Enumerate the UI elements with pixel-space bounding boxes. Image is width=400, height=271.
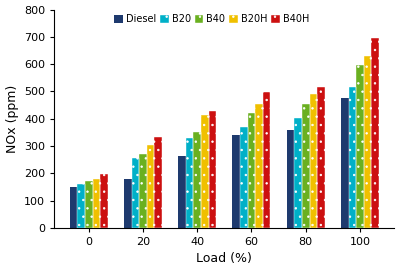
Bar bbox=[201, 115, 209, 228]
Bar bbox=[154, 137, 162, 228]
Bar bbox=[209, 111, 216, 228]
Bar bbox=[92, 179, 100, 228]
Bar bbox=[139, 154, 147, 228]
Bar bbox=[248, 113, 255, 228]
Bar bbox=[302, 104, 310, 228]
Bar bbox=[310, 94, 317, 228]
Bar bbox=[263, 92, 270, 228]
Bar bbox=[240, 127, 248, 228]
Bar bbox=[139, 154, 147, 228]
Bar bbox=[147, 145, 154, 228]
Bar bbox=[302, 104, 310, 228]
Bar bbox=[240, 127, 248, 228]
Bar bbox=[348, 87, 356, 228]
Bar bbox=[310, 94, 317, 228]
Bar bbox=[132, 158, 139, 228]
Bar bbox=[341, 98, 348, 228]
Bar bbox=[232, 135, 240, 228]
X-axis label: Load (%): Load (%) bbox=[196, 253, 252, 265]
Bar bbox=[132, 158, 139, 228]
Bar bbox=[85, 182, 92, 228]
Bar bbox=[124, 179, 132, 228]
Bar bbox=[356, 66, 364, 228]
Bar bbox=[147, 145, 154, 228]
Bar bbox=[100, 174, 108, 228]
Bar bbox=[255, 104, 263, 228]
Bar bbox=[294, 118, 302, 228]
Bar bbox=[186, 138, 194, 228]
Bar bbox=[317, 86, 325, 228]
Bar bbox=[371, 38, 379, 228]
Bar bbox=[248, 113, 255, 228]
Bar bbox=[194, 132, 201, 228]
Bar bbox=[154, 137, 162, 228]
Bar bbox=[364, 56, 371, 228]
Bar bbox=[294, 118, 302, 228]
Bar bbox=[77, 184, 85, 228]
Bar bbox=[92, 179, 100, 228]
Bar bbox=[194, 132, 201, 228]
Bar bbox=[201, 115, 209, 228]
Y-axis label: NOx (ppm): NOx (ppm) bbox=[6, 85, 18, 153]
Bar bbox=[77, 184, 85, 228]
Bar bbox=[178, 156, 186, 228]
Bar bbox=[100, 174, 108, 228]
Bar bbox=[348, 87, 356, 228]
Legend: Diesel, B20, B40, B20H, B40H: Diesel, B20, B40, B20H, B40H bbox=[110, 10, 313, 28]
Bar bbox=[356, 66, 364, 228]
Bar bbox=[371, 38, 379, 228]
Bar bbox=[263, 92, 270, 228]
Bar bbox=[317, 86, 325, 228]
Bar bbox=[364, 56, 371, 228]
Bar bbox=[70, 187, 77, 228]
Bar bbox=[85, 182, 92, 228]
Bar bbox=[186, 138, 194, 228]
Bar bbox=[287, 130, 294, 228]
Bar bbox=[255, 104, 263, 228]
Bar bbox=[209, 111, 216, 228]
